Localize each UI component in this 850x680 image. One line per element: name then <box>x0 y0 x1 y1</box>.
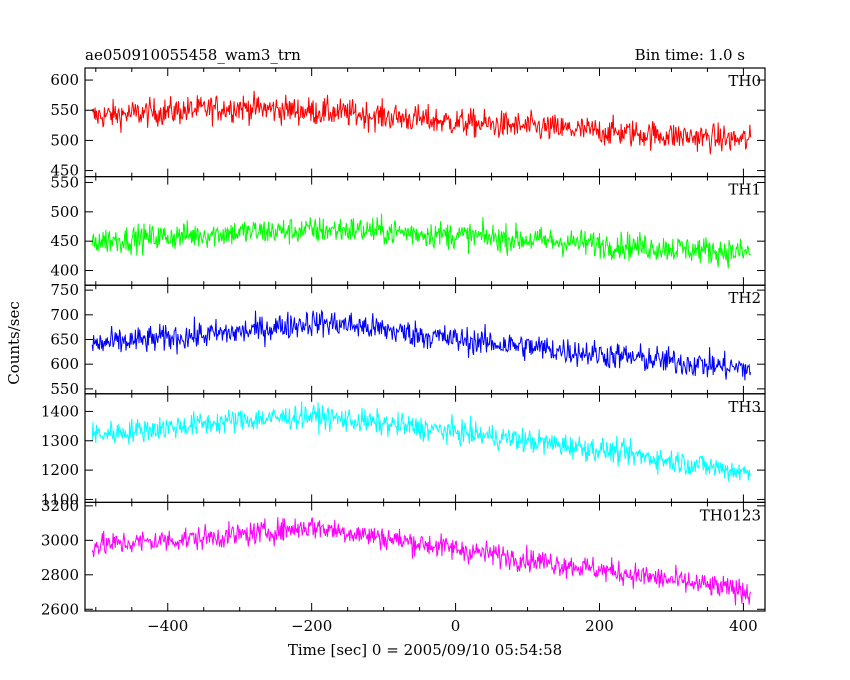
x-tick-label: −200 <box>291 617 332 635</box>
panel-th0: 450 500 550 600 TH0 <box>50 67 766 180</box>
x-tick-label: 200 <box>585 617 614 635</box>
y-tick-label: 450 <box>50 162 79 180</box>
y-tick-label: 500 <box>50 203 79 221</box>
panel-th1: 400 450 500 550 TH1 <box>50 173 766 286</box>
y-tick-label: 1300 <box>41 432 79 450</box>
y-tick-label: 550 <box>50 101 79 119</box>
y-axis-label: Counts/sec <box>5 301 23 385</box>
panel-th3: 1100 1200 1300 1400 TH3 <box>41 393 766 508</box>
panel-label: TH2 <box>728 289 761 307</box>
y-tick-label: 600 <box>50 71 79 89</box>
y-tick-label: 2600 <box>41 600 79 618</box>
series-line-th0123 <box>91 517 752 606</box>
chart-title: ae050910055458_wam3_trn <box>85 46 301 64</box>
x-tick-label: 0 <box>451 617 461 635</box>
series-line-th0 <box>91 90 752 155</box>
y-tick-label: 700 <box>50 306 79 324</box>
bin-time-label: Bin time: 1.0 s <box>635 46 745 64</box>
y-tick-label: 1200 <box>41 461 79 479</box>
y-tick-label: 3000 <box>41 531 79 549</box>
y-tick-label: 600 <box>50 355 79 373</box>
y-tick-label: 1100 <box>41 490 79 508</box>
y-tick-label: 1400 <box>41 402 79 420</box>
panel-label: TH0123 <box>700 506 761 524</box>
y-tick-label: 500 <box>50 131 79 149</box>
panel-label: TH1 <box>728 181 761 199</box>
y-tick-label: 750 <box>50 281 79 299</box>
y-tick-label: 3200 <box>41 497 79 515</box>
x-axis-label: Time [sec] 0 = 2005/09/10 05:54:58 <box>288 641 562 659</box>
panel-frame <box>84 393 766 503</box>
series-line-th2 <box>91 309 752 381</box>
panel-frame <box>84 67 766 178</box>
panels-group: 450 500 550 600 TH0 400 450 500 550 TH1 550 600 650 7… <box>41 67 766 618</box>
x-tick-label: 400 <box>729 617 758 635</box>
y-tick-label: 650 <box>50 331 79 349</box>
y-tick-label: 2800 <box>41 566 79 584</box>
panel-label: TH3 <box>728 398 761 416</box>
panel-th2: 550 600 650 700 750 TH2 <box>50 281 766 398</box>
panel-label: TH0 <box>728 72 761 90</box>
y-tick-label: 400 <box>50 262 79 280</box>
y-tick-label: 450 <box>50 232 79 250</box>
y-tick-label: 550 <box>50 173 79 191</box>
panel-th0123: 2600 2800 3000 3200 TH0123 <box>41 497 766 618</box>
panel-frame <box>84 501 766 612</box>
y-tick-label: 550 <box>50 380 79 398</box>
x-tick-label: −400 <box>147 617 188 635</box>
series-line-th3 <box>91 401 751 482</box>
series-line-th1 <box>91 213 751 269</box>
